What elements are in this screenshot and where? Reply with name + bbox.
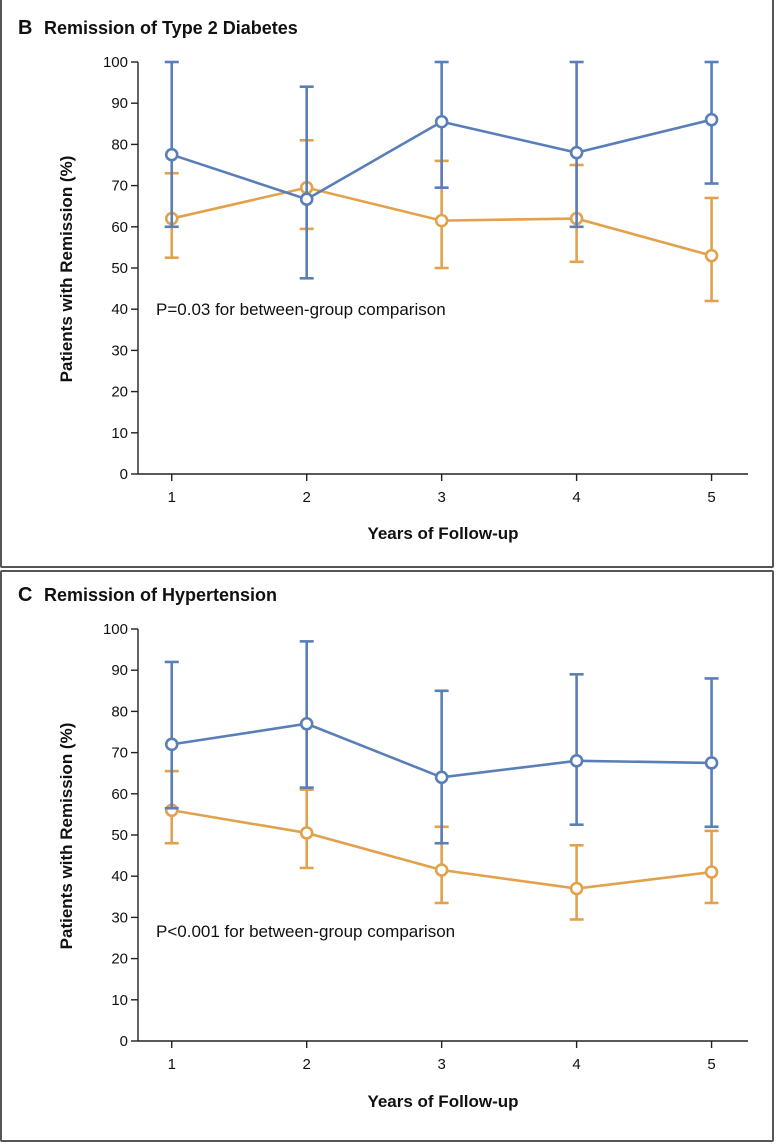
x-tick-label: 2 (303, 489, 311, 506)
blue-data-point (704, 112, 719, 127)
y-tick-label: 60 (111, 786, 128, 803)
y-tick-label: 90 (111, 662, 128, 679)
panel-c-xlabel: Years of Follow-up (367, 1092, 518, 1111)
orange-data-point (434, 213, 449, 228)
y-tick-label: 10 (111, 425, 128, 442)
blue-data-point (704, 756, 719, 770)
y-tick-label: 100 (103, 54, 128, 71)
y-tick-label: 20 (111, 951, 128, 968)
y-tick-label: 30 (111, 909, 128, 926)
y-tick-label: 80 (111, 703, 128, 720)
x-tick-label: 4 (572, 489, 580, 506)
y-tick-label: 70 (111, 178, 128, 195)
panel-c-title: Remission of Hypertension (44, 585, 277, 605)
panel-c-annotation: P<0.001 for between-group comparison (156, 922, 455, 941)
panel-b-title: Remission of Type 2 Diabetes (44, 18, 298, 38)
x-tick-label: 2 (303, 1056, 311, 1073)
panel-c-plot: 0 10 20 30 40 50 60 70 80 90 100 1 2 3 4 5 (103, 621, 748, 1073)
y-tick-label: 50 (111, 260, 128, 277)
blue-data-point (569, 754, 584, 768)
panel-b-annotation: P=0.03 for between-group comparison (156, 300, 446, 319)
orange-data-point (704, 865, 719, 879)
y-tick-label: 40 (111, 301, 128, 318)
panel-c: C Remission of Hypertension Years of Fol… (18, 584, 748, 1111)
panel-b-ylabel: Patients with Remission (%) (57, 156, 76, 383)
blue-data-point (299, 192, 314, 206)
y-tick-label: 20 (111, 384, 128, 401)
panel-b-xlabel: Years of Follow-up (367, 524, 518, 543)
y-tick-label: 40 (111, 868, 128, 885)
panel-c-letter: C (18, 584, 32, 606)
blue-data-point (164, 147, 179, 162)
panel-b-letter: B (18, 17, 32, 39)
panel-c-ylabel: Patients with Remission (%) (57, 723, 76, 950)
blue-data-point (434, 114, 449, 129)
blue-data-point (434, 770, 449, 785)
y-tick-label: 30 (111, 342, 128, 359)
orange-data-point (434, 863, 449, 877)
x-tick-label: 5 (707, 1056, 715, 1073)
y-tick-label: 50 (111, 827, 128, 844)
x-tick-label: 1 (168, 489, 176, 506)
orange-data-point (299, 826, 314, 840)
panel-b: B Remission of Type 2 Diabetes Years of … (18, 17, 748, 543)
orange-data-point (569, 881, 584, 896)
y-tick-label: 60 (111, 219, 128, 236)
blue-data-point (299, 716, 314, 731)
panel-b-plot: 0 10 20 30 40 50 60 70 80 90 100 1 2 3 4 5 (103, 54, 748, 506)
y-tick-label: 90 (111, 95, 128, 112)
y-tick-label: 10 (111, 992, 128, 1009)
orange-data-point (704, 248, 719, 263)
x-tick-label: 3 (437, 1056, 445, 1073)
x-tick-label: 1 (168, 1056, 176, 1073)
y-tick-label: 0 (120, 1033, 128, 1050)
y-tick-label: 100 (103, 621, 128, 638)
y-tick-label: 80 (111, 136, 128, 153)
x-tick-label: 5 (707, 489, 715, 506)
blue-data-point (164, 737, 179, 752)
y-tick-label: 70 (111, 745, 128, 762)
blue-data-point (569, 145, 584, 160)
x-tick-label: 3 (437, 489, 445, 506)
x-tick-label: 4 (572, 1056, 580, 1073)
y-tick-label: 0 (120, 466, 128, 483)
